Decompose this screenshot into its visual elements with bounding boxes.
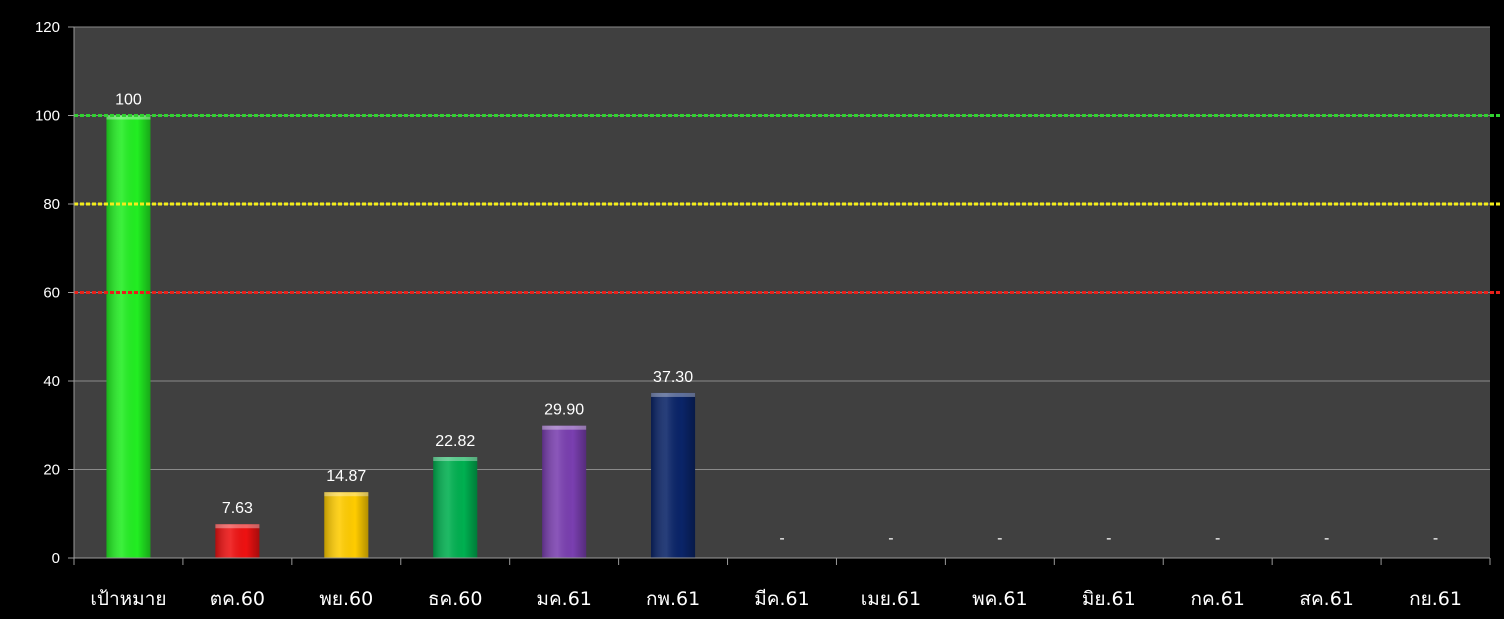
x-tick-label: ธค.60: [428, 588, 483, 610]
data-label: -: [1433, 530, 1438, 547]
bar-shading: [106, 115, 151, 558]
x-tick-label: กค.61: [1190, 588, 1244, 610]
x-tick-label: กพ.61: [646, 588, 700, 610]
x-tick-labels: เป้าหมาย ตค.60 พย.60 ธค.60 มค.61 กพ.61 มีค.61 เ…: [90, 588, 1462, 610]
x-tick-label: มค.61: [536, 588, 591, 610]
y-tick-label: 80: [43, 196, 60, 213]
data-label: -: [997, 530, 1002, 547]
y-tick-label: 120: [35, 19, 60, 36]
bar-top-bevel: [433, 457, 478, 462]
bar-top-bevel: [215, 524, 260, 529]
x-tick-label: พค.61: [972, 588, 1027, 610]
x-tick-label: ตค.60: [210, 588, 265, 610]
data-label: 14.87: [326, 468, 366, 485]
data-labels: 100 7.63 14.87 22.82 29.90 37.30 - - - - - - -: [115, 92, 1438, 548]
bar-shading: [651, 392, 696, 558]
x-tick-label: พย.60: [319, 588, 373, 610]
y-tick-label: 60: [43, 285, 60, 302]
bars: [106, 115, 696, 558]
axes: [68, 26, 1491, 565]
data-label: 100: [115, 92, 142, 109]
x-tick-label: เป้าหมาย: [90, 588, 166, 610]
y-tick-label: 40: [43, 373, 60, 390]
x-tick-label: มิย.61: [1082, 588, 1136, 610]
data-label: -: [1324, 530, 1329, 547]
x-tick-label: สค.61: [1299, 588, 1354, 610]
x-tick-label: เมย.61: [861, 588, 921, 610]
data-label: 29.90: [544, 402, 584, 419]
data-label: 22.82: [435, 433, 475, 450]
data-label: 37.30: [653, 369, 693, 386]
y-tick-label: 20: [43, 462, 60, 479]
data-label: -: [1106, 530, 1111, 547]
bar-shading: [215, 524, 260, 558]
bar-top-bevel: [324, 492, 369, 497]
x-tick-label: กย.61: [1409, 588, 1462, 610]
data-label: -: [779, 530, 784, 547]
x-tick-label: มีค.61: [754, 588, 809, 610]
data-label: 7.63: [222, 500, 253, 517]
bar-shading: [433, 457, 478, 558]
data-label: -: [888, 530, 893, 547]
bar-shading: [542, 425, 587, 558]
y-tick-label: 100: [35, 108, 60, 125]
y-tick-label: 0: [52, 550, 60, 567]
bar-shading: [324, 492, 369, 558]
bar-top-bevel: [542, 425, 587, 430]
y-tick-labels: 0 20 40 60 80 100 120: [35, 19, 60, 567]
bar-top-bevel: [651, 392, 696, 397]
data-label: -: [1215, 530, 1220, 547]
reference-lines: [74, 114, 1500, 294]
bar-top-bevel: [106, 115, 151, 120]
